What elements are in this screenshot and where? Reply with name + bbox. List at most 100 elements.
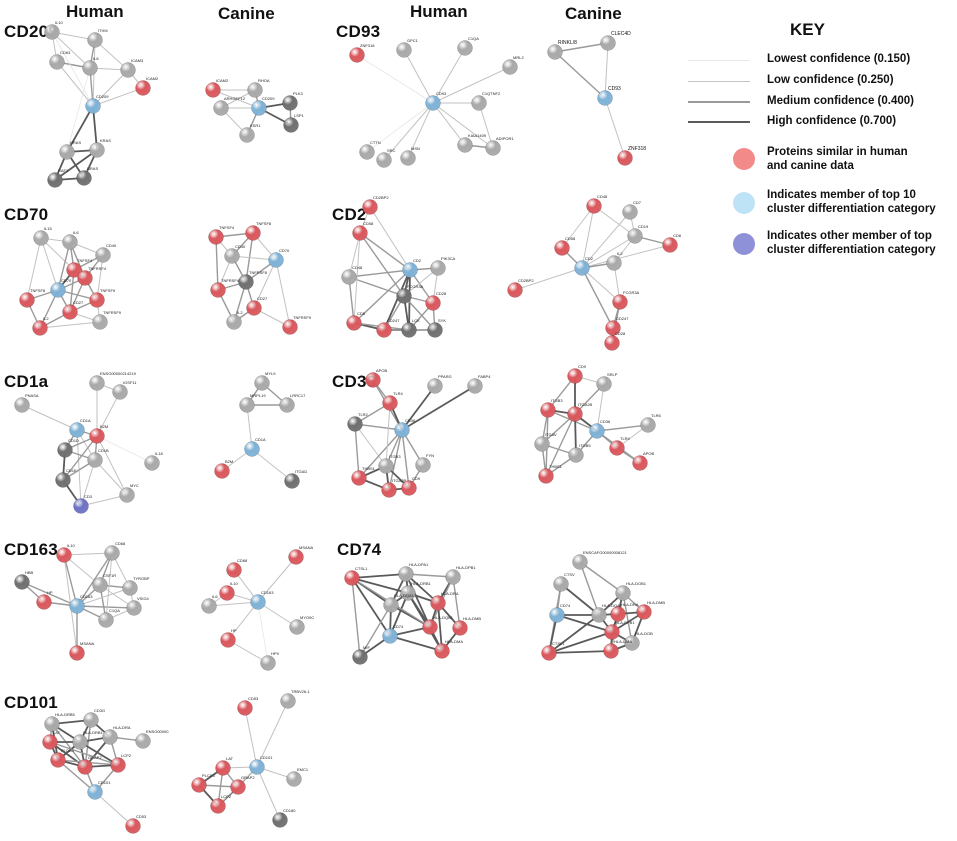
node-label: CD63	[60, 50, 71, 55]
node-label: HLA-DPB1	[615, 620, 635, 625]
node-tnfsf9	[89, 292, 105, 308]
edge	[49, 741, 119, 766]
node-hla-dra	[102, 729, 118, 745]
edge	[554, 51, 606, 99]
node-label: MYO9C	[300, 615, 314, 620]
column-header-canine-1: Canine	[218, 4, 275, 23]
node-hla-dra	[430, 595, 446, 611]
node-cd163	[250, 594, 266, 610]
node-label: MSANA	[299, 545, 314, 550]
node-cd58	[554, 240, 570, 256]
network-cd101-human: HLA-DRB5 CD3G ENSG00000 HLA-DRA LAT HLA-DRB1 P…	[42, 708, 169, 834]
node-cd53	[237, 700, 253, 716]
node-tnfrsf8	[238, 274, 254, 290]
node-label: IL10	[230, 581, 239, 586]
node-label: CD70	[279, 248, 290, 253]
node-label: TNFSF8	[256, 221, 272, 226]
node-cd247	[376, 322, 392, 338]
network-cd209-canine: ICAM2 RHOA PLK3 ARHGEF12 CD209 LSP1 KSR1	[205, 78, 305, 143]
node-cd58	[352, 225, 368, 241]
node-label: PPARG	[438, 374, 452, 379]
node-label: HRAS	[70, 140, 81, 145]
node-label: TNFSF4	[77, 258, 93, 263]
key-line-high	[688, 121, 750, 123]
node-label: CD163	[80, 594, 93, 599]
node-cd93	[425, 95, 441, 111]
node-hla-dob	[624, 635, 640, 651]
node-label: CD2	[585, 256, 594, 261]
edge	[348, 232, 361, 278]
node-thbs1	[351, 470, 367, 486]
edge	[581, 211, 631, 269]
node-cd74	[382, 628, 398, 644]
node-tnfrsf9	[92, 314, 108, 330]
node-label: ICAM2	[146, 76, 159, 81]
node-label: HP	[231, 628, 237, 633]
node-label: RHOA	[258, 78, 270, 83]
key-circle-similar	[733, 148, 755, 170]
node-cd19	[627, 228, 643, 244]
node-cttn	[359, 144, 375, 160]
node-tlr6	[640, 417, 656, 433]
node-label: PLK3	[293, 91, 304, 96]
node-label: CD19	[638, 224, 649, 229]
node-label: CD3G	[94, 708, 105, 713]
edge	[353, 269, 411, 324]
node-label: CD70	[61, 278, 72, 283]
key-label-similar: Proteins similar in human and canine dat…	[767, 145, 908, 173]
node-znf318	[349, 47, 365, 63]
node-label: ITGB5	[579, 443, 591, 448]
node-label: CD5	[357, 311, 366, 316]
network-cd163-canine: CD68 MSANA IL10 IL6 CD163 MYO9C HP HPX	[201, 545, 314, 671]
edge	[478, 102, 494, 149]
node-tlr4	[382, 395, 398, 411]
node-b2m	[214, 463, 230, 479]
node-label: ICAM2	[216, 78, 229, 83]
node-label: IL6	[212, 594, 218, 599]
edge	[51, 31, 91, 69]
node-cd209	[85, 98, 101, 114]
node-label: CD1A	[255, 437, 266, 442]
node-hla-dpa1	[398, 566, 414, 582]
edge	[388, 429, 403, 491]
node-label: HLA-DRA	[441, 591, 459, 596]
node-ctsv	[553, 576, 569, 592]
node-label: FYN	[426, 453, 434, 458]
key-line-lowest	[688, 60, 750, 61]
node-label: CD101	[260, 755, 273, 760]
node-label: CD209	[262, 96, 275, 101]
network-cd93-human: ZNF318 GPC1 C1QA MRL2 CD93 C1QTNF2 KIAA1409 ADI…	[349, 36, 524, 168]
node-label: CD9	[412, 476, 421, 481]
node-il10	[56, 547, 72, 563]
node-label: HLA-DRB5	[55, 712, 76, 717]
node-tnfrsf4	[77, 270, 93, 286]
edge	[383, 102, 434, 161]
node-emc1	[286, 771, 302, 787]
edge	[596, 424, 649, 432]
node-label: HLA-DRA	[621, 602, 639, 607]
node-label: CD9	[578, 364, 587, 369]
node-label: PNASA	[25, 393, 39, 398]
key-label-high: High confidence (0.700)	[767, 115, 897, 127]
node-il10	[219, 585, 235, 601]
node-msana	[288, 549, 304, 565]
network-cd1a-human: ENSG00000214219 IGSF11 PNASA CD1A B2M CD1D CD1…	[14, 371, 164, 514]
node-label: CD2	[413, 258, 422, 263]
node-label: LCP2	[221, 794, 232, 799]
node-tyrobp	[122, 580, 138, 596]
node-label: CD209	[96, 94, 109, 99]
edge	[554, 42, 609, 53]
node-cd1d	[57, 442, 73, 458]
node-hla-dob1	[615, 585, 631, 601]
node-lsp1	[283, 117, 299, 133]
node-itgav	[534, 436, 550, 452]
node-vsig4	[126, 600, 142, 616]
node-label: CD1A	[80, 418, 91, 423]
edge	[244, 707, 258, 768]
node-label: CD101	[98, 780, 111, 785]
node-label: RINKL/8	[558, 40, 577, 46]
edge	[96, 391, 121, 437]
node-label: FCGR3A	[623, 290, 640, 295]
node-cd3g	[83, 712, 99, 728]
node-lck	[401, 322, 417, 338]
